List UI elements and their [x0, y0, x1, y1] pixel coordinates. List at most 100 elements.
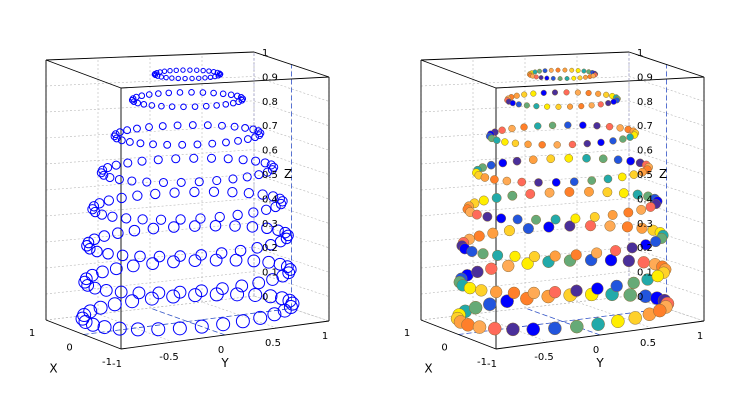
data-points	[75, 67, 300, 337]
data-point	[533, 103, 540, 110]
x-axis-label: X	[424, 362, 432, 376]
data-point	[564, 121, 572, 129]
data-point	[533, 74, 539, 80]
data-point	[173, 121, 182, 130]
data-point	[81, 239, 93, 252]
data-point	[590, 73, 596, 79]
data-point	[107, 297, 122, 312]
data-point	[251, 133, 260, 142]
data-point	[172, 321, 187, 336]
data-point	[571, 75, 577, 81]
data-point	[148, 102, 156, 109]
data-point	[151, 322, 166, 337]
data-point	[285, 296, 300, 311]
data-point	[167, 68, 173, 74]
data-point	[123, 158, 133, 168]
data-point	[251, 242, 263, 254]
data-point	[256, 129, 265, 138]
data-point	[130, 98, 138, 105]
data-point	[534, 122, 542, 130]
data-point	[513, 92, 520, 99]
data-point	[616, 124, 624, 132]
data-point	[591, 282, 604, 295]
data-point	[582, 153, 591, 163]
data-point	[158, 177, 169, 188]
data-point	[548, 67, 554, 73]
data-point	[180, 103, 187, 111]
data-point	[488, 321, 502, 336]
data-point	[628, 311, 642, 325]
data-point	[152, 286, 166, 300]
data-point	[272, 224, 284, 236]
data-point	[241, 123, 250, 132]
data-point	[492, 249, 504, 261]
data-point	[532, 69, 538, 75]
data-point	[112, 134, 121, 143]
data-point	[610, 98, 617, 105]
z-tick-label: 1	[637, 48, 643, 59]
data-point	[147, 222, 160, 235]
data-point	[472, 320, 487, 334]
data-point	[276, 269, 290, 283]
box-edge	[120, 320, 330, 350]
data-point	[75, 311, 90, 326]
data-point	[81, 278, 95, 292]
x-tick-label: -1	[102, 357, 112, 368]
data-point	[140, 101, 148, 108]
data-point	[511, 139, 520, 148]
data-point	[102, 247, 114, 260]
z-tick-label: 0	[262, 292, 268, 303]
data-point	[525, 189, 536, 199]
data-point	[110, 132, 119, 141]
data-point	[78, 314, 93, 329]
y-axis-label: Y	[220, 356, 229, 370]
data-point	[123, 126, 132, 135]
data-point	[597, 138, 605, 147]
data-point	[191, 103, 199, 110]
z-tick-label: 0.9	[637, 72, 653, 83]
data-point	[482, 211, 493, 222]
data-point	[223, 154, 233, 164]
data-point	[133, 124, 141, 133]
data-points	[450, 67, 675, 337]
data-point	[562, 67, 568, 73]
data-point	[507, 190, 518, 201]
x-tick-label: 1	[404, 328, 410, 339]
data-point	[216, 317, 231, 332]
data-point	[158, 102, 165, 110]
data-point	[508, 124, 516, 133]
gridline-z	[628, 173, 705, 200]
data-point	[153, 155, 163, 165]
data-point	[530, 90, 537, 97]
data-point	[171, 154, 181, 164]
data-point	[512, 214, 523, 225]
y-tick-label: -1	[112, 359, 122, 370]
data-point	[557, 76, 563, 82]
data-point	[96, 265, 109, 279]
x-tick-label: 0	[66, 343, 72, 354]
data-point	[138, 92, 146, 100]
data-point	[117, 136, 126, 145]
z-tick-label: 0.8	[637, 97, 653, 108]
data-point	[544, 75, 550, 81]
data-point	[640, 239, 652, 251]
gridline-floor-y	[149, 307, 226, 336]
gridline-z	[45, 246, 255, 269]
gridline-z	[253, 149, 330, 175]
data-point	[235, 98, 243, 106]
data-point	[136, 139, 145, 148]
data-point	[246, 221, 259, 233]
data-point	[87, 204, 98, 215]
data-point	[248, 207, 259, 218]
data-point	[597, 101, 604, 108]
data-point	[267, 191, 279, 202]
data-point	[538, 75, 544, 81]
data-point	[266, 160, 276, 170]
data-point	[585, 220, 597, 232]
data-point	[527, 286, 540, 300]
data-point	[127, 176, 137, 186]
gridline-floor-y	[253, 295, 330, 322]
data-point	[194, 177, 204, 187]
data-point	[581, 68, 587, 74]
